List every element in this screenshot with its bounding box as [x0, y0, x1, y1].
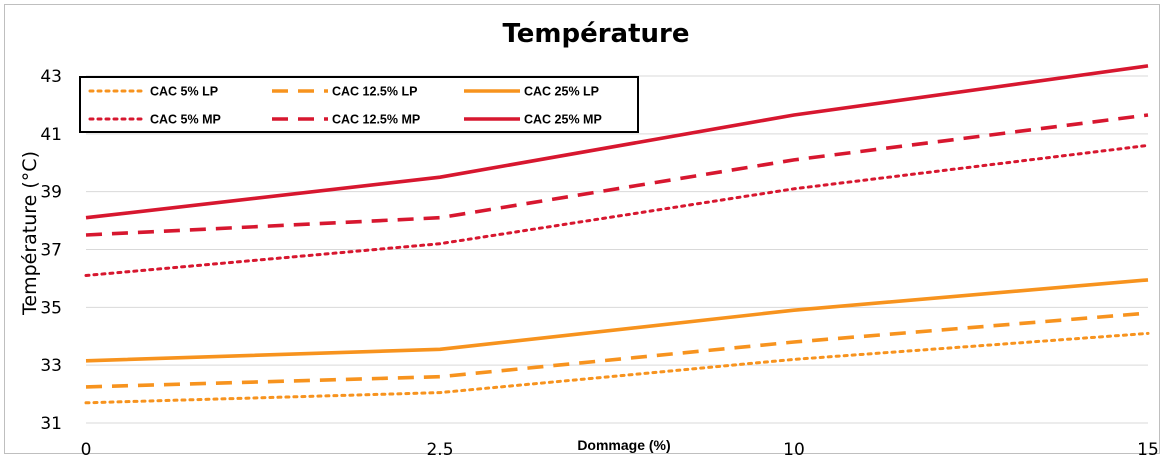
legend-label: CAC 25% LP — [524, 85, 599, 99]
y-tick-label: 33 — [40, 356, 62, 376]
series-line-cac-5-lp — [84, 331, 1150, 405]
legend-label: CAC 25% MP — [524, 113, 602, 127]
x-tick-label: 15 — [1137, 440, 1159, 459]
legend-label: CAC 12.5% LP — [332, 85, 417, 99]
series-line-cac-12-5-mp — [85, 113, 1149, 237]
legend-label: CAC 5% MP — [150, 113, 221, 127]
series-line-cac-25-lp — [85, 278, 1149, 363]
y-tick-label: 31 — [40, 414, 62, 434]
series-line-cac-12-5-lp — [85, 311, 1149, 389]
x-tick-label: 10 — [783, 440, 805, 459]
series-line-cac-25-mp — [85, 64, 1149, 220]
legend-label: CAC 12.5% MP — [332, 113, 420, 127]
y-tick-label: 43 — [40, 67, 62, 87]
y-axis-label: Température (°C) — [19, 151, 41, 316]
series-lines — [84, 64, 1150, 405]
y-tick-label: 39 — [40, 183, 62, 203]
legend-box — [79, 76, 639, 133]
x-axis-label: Dommage (%) — [577, 437, 670, 453]
axes: 31 33 35 37 39 41 43 0 2.5 10 15 — [40, 67, 1158, 459]
x-tick-label: 2.5 — [426, 440, 453, 459]
y-tick-label: 37 — [40, 241, 62, 261]
x-tick-label: 0 — [81, 440, 92, 459]
y-tick-label: 41 — [40, 125, 62, 145]
legend-label: CAC 5% LP — [150, 85, 218, 99]
chart-title: Température — [502, 19, 689, 49]
y-tick-label: 35 — [40, 298, 62, 318]
legend: CAC 5% LP CAC 12.5% LP CAC 25% LP CAC 5% MP… — [79, 76, 639, 133]
series-line-cac-5-mp — [84, 143, 1150, 277]
